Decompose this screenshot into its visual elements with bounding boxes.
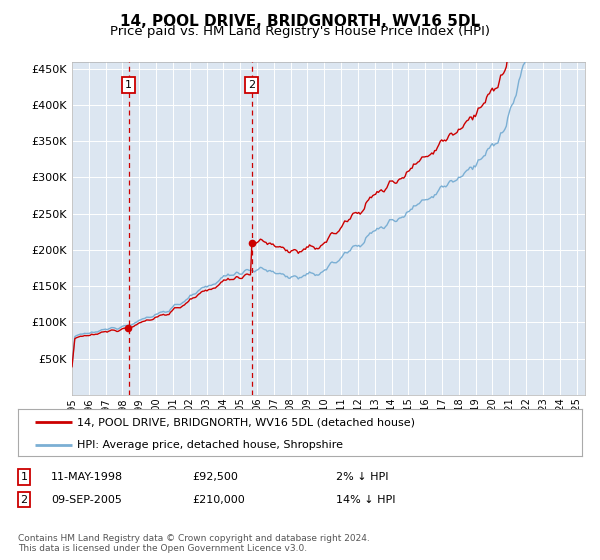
Text: Price paid vs. HM Land Registry's House Price Index (HPI): Price paid vs. HM Land Registry's House … [110, 25, 490, 38]
Text: 2: 2 [20, 494, 28, 505]
Text: Contains HM Land Registry data © Crown copyright and database right 2024.
This d: Contains HM Land Registry data © Crown c… [18, 534, 370, 553]
Text: 11-MAY-1998: 11-MAY-1998 [51, 472, 123, 482]
Text: £92,500: £92,500 [192, 472, 238, 482]
Text: 1: 1 [125, 80, 132, 90]
Text: 2% ↓ HPI: 2% ↓ HPI [336, 472, 389, 482]
Text: HPI: Average price, detached house, Shropshire: HPI: Average price, detached house, Shro… [77, 440, 343, 450]
Text: 14% ↓ HPI: 14% ↓ HPI [336, 494, 395, 505]
Text: 09-SEP-2005: 09-SEP-2005 [51, 494, 122, 505]
Text: £210,000: £210,000 [192, 494, 245, 505]
Text: 14, POOL DRIVE, BRIDGNORTH, WV16 5DL: 14, POOL DRIVE, BRIDGNORTH, WV16 5DL [120, 14, 480, 29]
Text: 2: 2 [248, 80, 256, 90]
Text: 14, POOL DRIVE, BRIDGNORTH, WV16 5DL (detached house): 14, POOL DRIVE, BRIDGNORTH, WV16 5DL (de… [77, 417, 415, 427]
Text: 1: 1 [20, 472, 28, 482]
